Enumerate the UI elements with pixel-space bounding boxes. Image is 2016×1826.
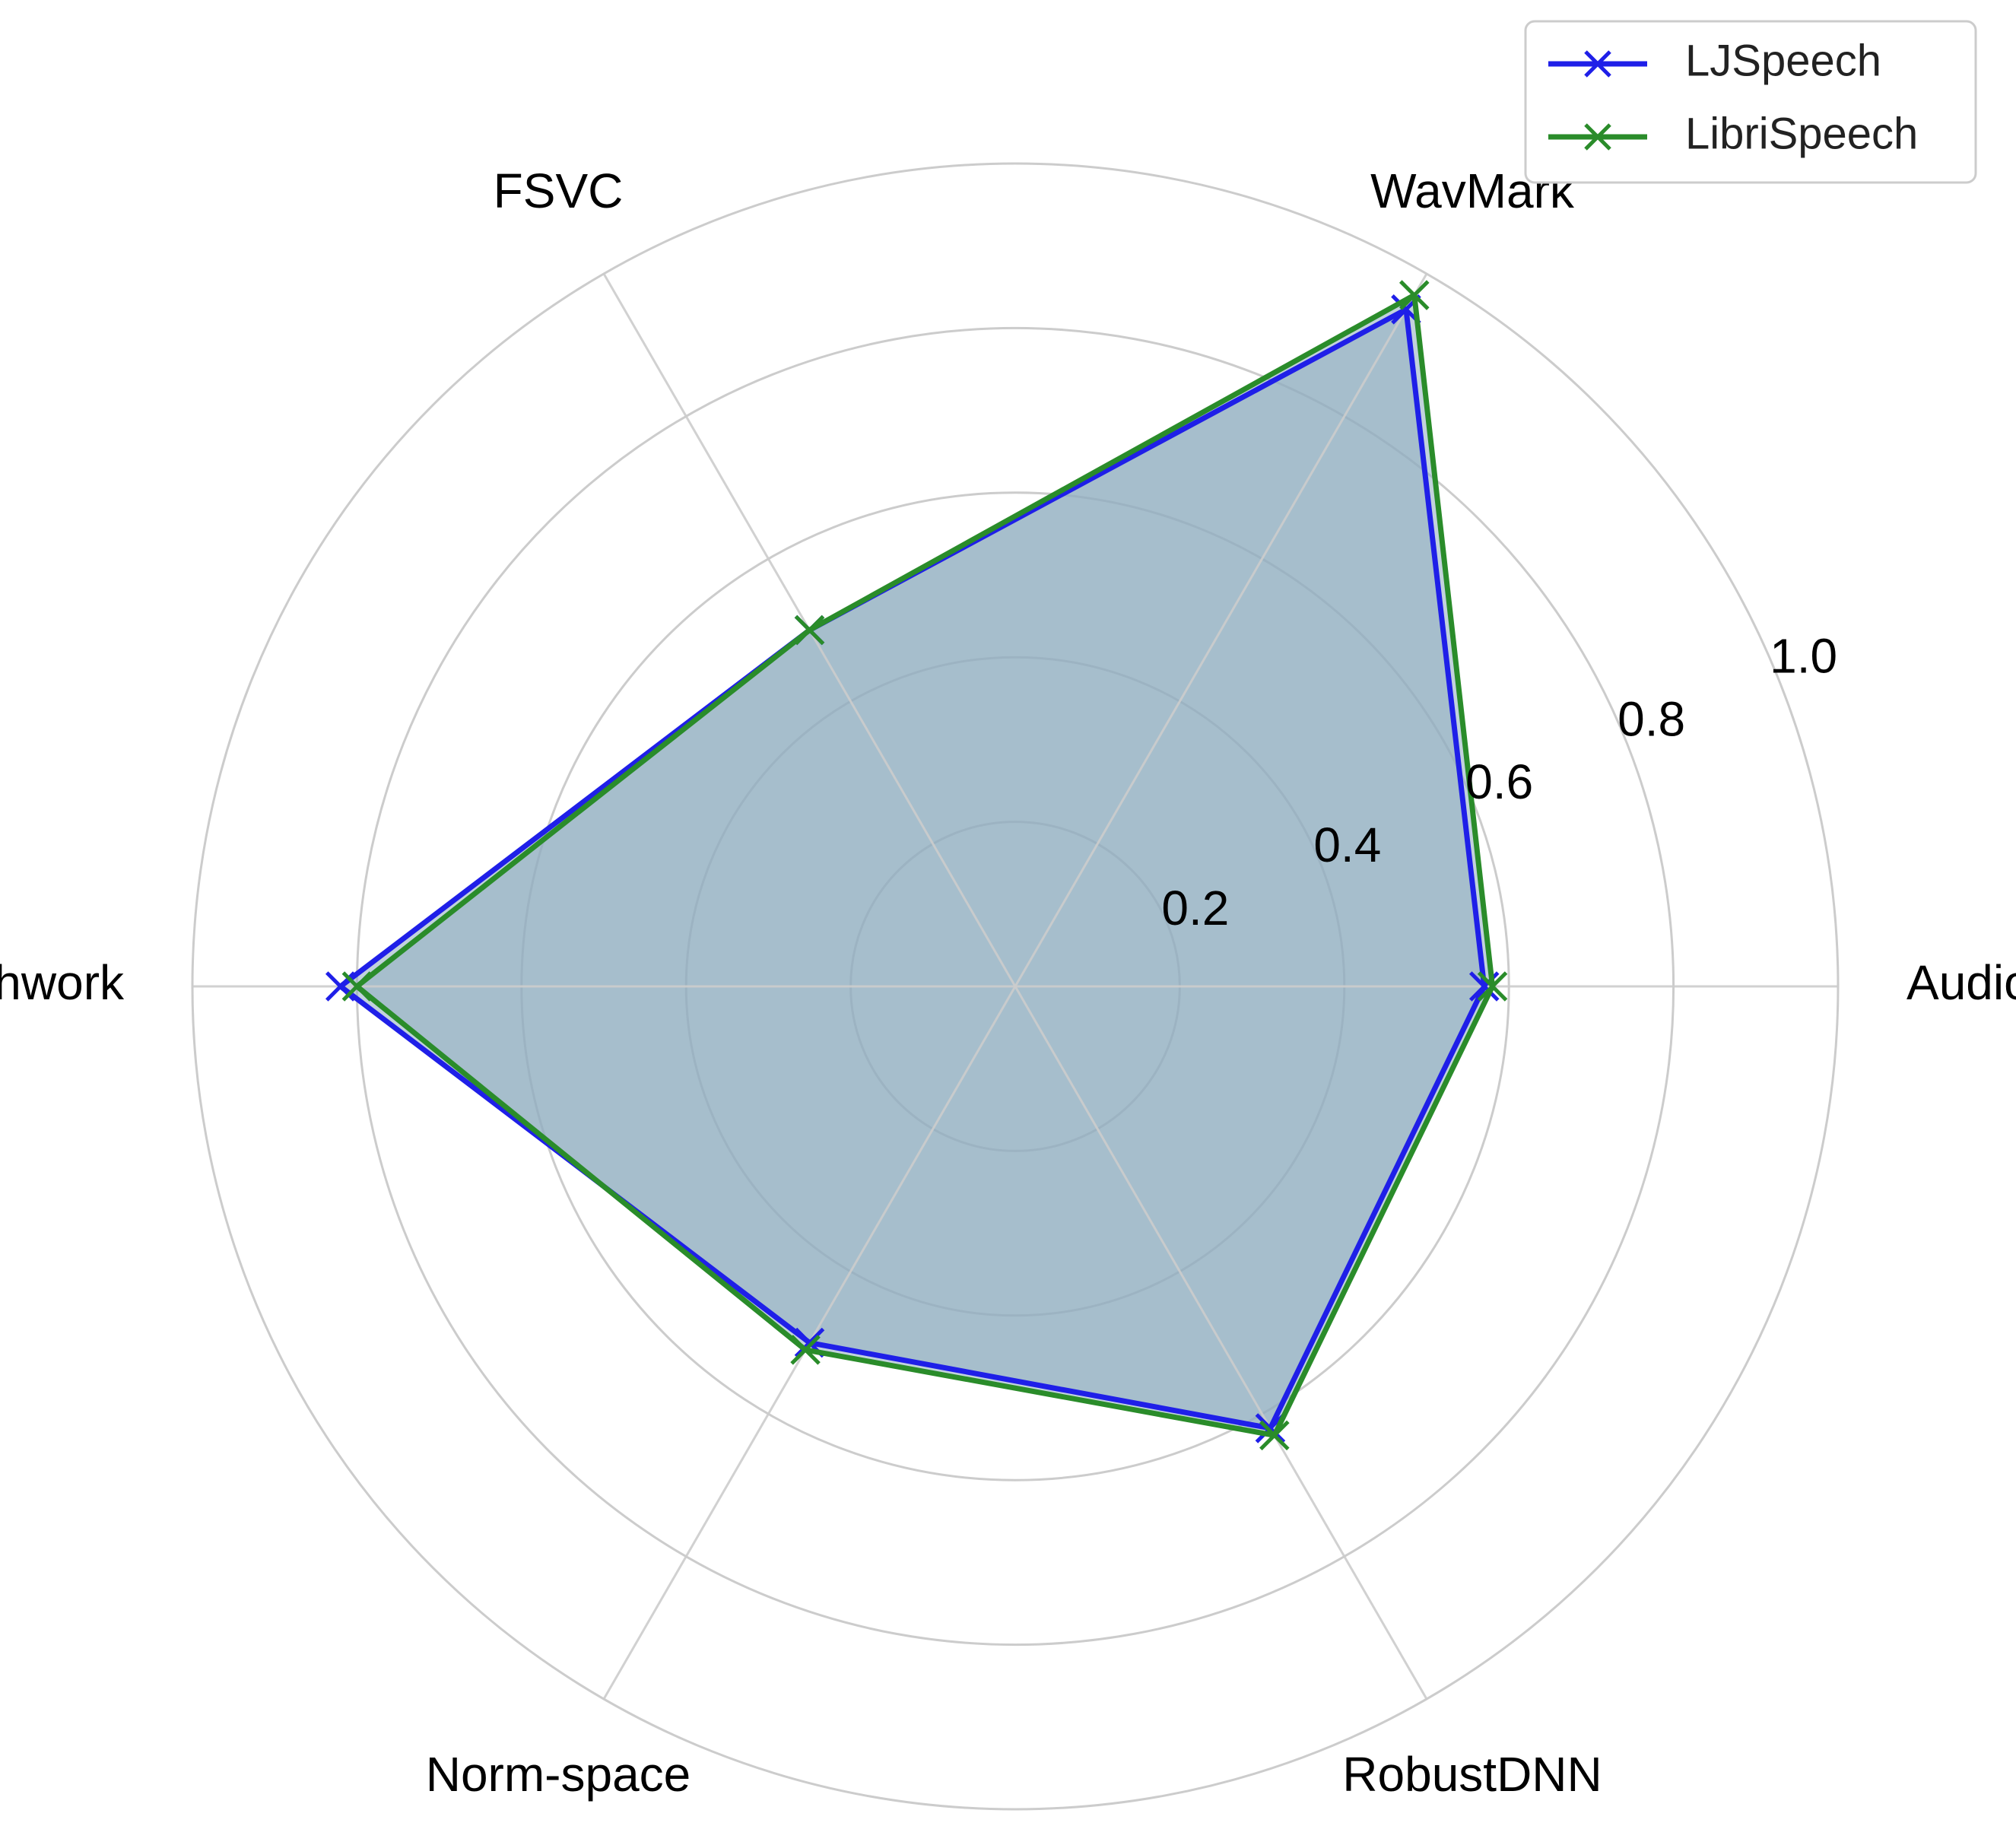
data-point [794, 614, 825, 646]
spoke-wavmark [1014, 273, 1428, 987]
axis-labels: AudioSealWavMarkFSVCPatchworkNorm-spaceR… [0, 164, 2016, 1802]
legend-label: LibriSpeech [1685, 109, 1918, 158]
radar-series [325, 280, 1508, 1451]
legend-item-librispeech: LibriSpeech [1548, 109, 1918, 158]
data-point [1399, 280, 1430, 310]
series-fill-librispeech [357, 295, 1493, 1436]
r-tick-label: 0.4 [1313, 818, 1381, 872]
data-point [1259, 1420, 1290, 1451]
spoke-robustdnn [1014, 986, 1428, 1700]
axis-label-patchwork: Patchwork [0, 955, 125, 1010]
r-tick-label: 1.0 [1770, 629, 1837, 684]
legend: LJSpeech LibriSpeech [1524, 20, 1977, 184]
radar-fill [340, 295, 1493, 1436]
axis-label-norm-space: Norm-space [426, 1747, 691, 1802]
r-tick-label: 0.8 [1618, 691, 1685, 746]
radar-spokes [192, 273, 1838, 1700]
data-point [341, 971, 373, 1002]
series-librispeech [341, 280, 1508, 1451]
axis-label-fsvc: FSVC [494, 164, 624, 218]
radial-tick-labels: 0.2 0.4 0.6 0.8 1.0 [1161, 629, 1837, 935]
axis-label-audioseal: AudioSeal [1906, 955, 2016, 1010]
data-point [790, 1335, 821, 1365]
data-point [1477, 971, 1508, 1002]
r-tick-label: 0.2 [1161, 881, 1229, 935]
axis-label-robustdnn: RobustDNN [1342, 1747, 1602, 1802]
r-tick-label: 0.6 [1465, 754, 1533, 809]
legend-label: LJSpeech [1685, 36, 1881, 85]
legend-item-ljspeech: LJSpeech [1548, 36, 1881, 85]
